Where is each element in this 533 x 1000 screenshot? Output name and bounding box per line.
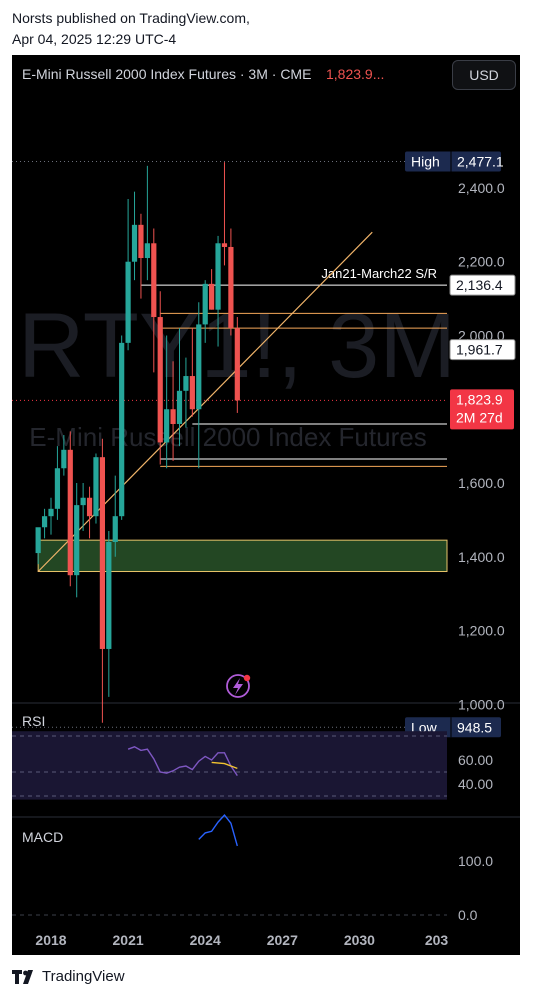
macd-title: MACD bbox=[22, 829, 63, 845]
macd-axis-tick: 0.0 bbox=[458, 907, 478, 923]
candle-down bbox=[189, 376, 195, 410]
x-axis-tick: 2030 bbox=[344, 932, 375, 948]
countdown-label: 2M 27d bbox=[456, 409, 503, 425]
footer: TradingView bbox=[12, 968, 125, 985]
x-axis-tick: 203 bbox=[425, 932, 449, 948]
candle-down bbox=[99, 457, 105, 649]
candle-up bbox=[125, 261, 131, 343]
candle-up bbox=[106, 542, 112, 649]
candle-down bbox=[151, 243, 157, 318]
low-label-value: 948.5 bbox=[457, 719, 492, 735]
candle-down bbox=[138, 224, 144, 259]
last-price-label-bg bbox=[450, 389, 514, 430]
candle-up bbox=[164, 409, 170, 443]
level-price-2136-bg bbox=[449, 274, 516, 296]
candle-up bbox=[215, 243, 221, 310]
candle-up bbox=[131, 224, 138, 262]
level-price-2136: 2,136.4 bbox=[456, 277, 503, 293]
y-axis-tick: 1,600.0 bbox=[458, 475, 505, 491]
candle-up bbox=[183, 376, 189, 391]
candle-up bbox=[196, 324, 202, 410]
candle-up bbox=[61, 449, 67, 469]
rsi-title: RSI bbox=[22, 713, 45, 729]
legend-last-price: 1,823.9... bbox=[326, 66, 384, 82]
candle-up bbox=[119, 342, 125, 517]
x-axis-tick: 2024 bbox=[190, 932, 221, 948]
chart-panel[interactable]: RTY1!, 3M E-Mini Russell 2000 Index Futur… bbox=[12, 55, 520, 955]
x-axis-tick: 2018 bbox=[35, 932, 66, 948]
rsi-axis-tick: 60.00 bbox=[458, 752, 493, 768]
x-axis-tick: 2021 bbox=[113, 932, 144, 948]
high-label-word: High bbox=[411, 154, 440, 170]
level-price-1961: 1,961.7 bbox=[456, 342, 503, 358]
candle-up bbox=[48, 508, 54, 517]
candle-down bbox=[67, 449, 73, 576]
candle-up bbox=[74, 505, 80, 576]
currency-button[interactable]: USD bbox=[452, 60, 516, 90]
candle-up bbox=[112, 516, 118, 543]
candle-down bbox=[157, 317, 163, 443]
publish-timestamp: Apr 04, 2025 12:29 UTC-4 bbox=[12, 31, 177, 47]
notification-dot-icon bbox=[243, 674, 251, 682]
y-axis-tick: 2,200.0 bbox=[458, 254, 505, 270]
candle-down bbox=[234, 328, 240, 401]
candle-up bbox=[144, 243, 150, 259]
candle-up bbox=[176, 390, 183, 424]
candle-down bbox=[170, 409, 176, 424]
macd-axis-tick: 100.0 bbox=[458, 853, 493, 869]
macd-line bbox=[198, 814, 238, 847]
watermark-name: E-Mini Russell 2000 Index Futures bbox=[29, 422, 426, 452]
y-axis-tick: 1,200.0 bbox=[458, 623, 505, 639]
y-axis-tick: 1,400.0 bbox=[458, 549, 505, 565]
demand-zone bbox=[37, 539, 448, 573]
candlestick-chart[interactable]: RTY1!, 3ME-Mini Russell 2000 Index Futur… bbox=[12, 55, 520, 955]
y-axis-tick: 1,000.0 bbox=[458, 696, 505, 712]
footer-brand: TradingView bbox=[42, 968, 125, 985]
candle-up bbox=[35, 527, 41, 554]
tradingview-logo-icon bbox=[12, 969, 33, 984]
rsi-ma-line bbox=[211, 761, 238, 770]
rsi-axis-tick: 40.00 bbox=[458, 776, 493, 792]
lightning-icon[interactable] bbox=[226, 674, 250, 698]
candle-down bbox=[86, 497, 93, 517]
last-price-label: 1,823.9 bbox=[456, 391, 503, 407]
legend-symbol: E-Mini Russell 2000 Index Futures · 3M ·… bbox=[22, 66, 311, 82]
level-label: Jan21-March22 S/R bbox=[321, 266, 437, 281]
candle-up bbox=[41, 516, 48, 528]
level-price-1961-bg bbox=[449, 339, 516, 361]
rsi-line bbox=[127, 746, 238, 776]
candle-up bbox=[93, 457, 99, 517]
candle-down bbox=[221, 243, 228, 247]
publish-attribution: Norsts published on TradingView.com, bbox=[12, 10, 250, 26]
candle-down bbox=[228, 246, 234, 329]
candle-down bbox=[209, 283, 215, 310]
candle-up bbox=[202, 283, 208, 325]
lightning-bolt-icon bbox=[233, 678, 243, 695]
candle-up bbox=[54, 468, 61, 509]
high-label-value: 2,477.1 bbox=[457, 154, 504, 170]
y-axis-tick: 2,400.0 bbox=[458, 180, 505, 196]
x-axis-tick: 2027 bbox=[267, 932, 298, 948]
high-label-bg bbox=[405, 151, 501, 172]
candle-up bbox=[80, 497, 86, 506]
